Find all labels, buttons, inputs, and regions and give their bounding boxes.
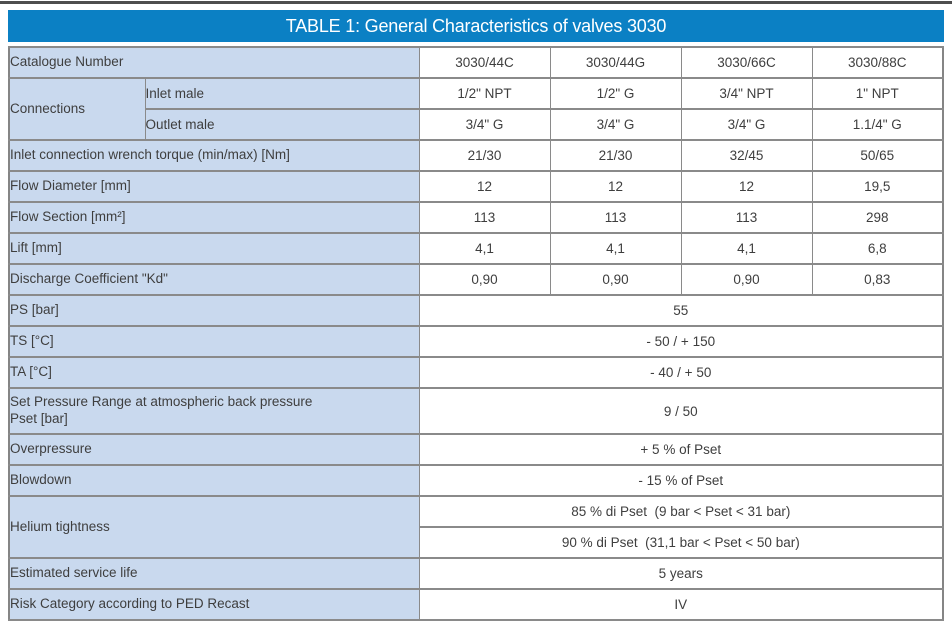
value-cell: 3/4" G	[680, 108, 813, 141]
value-cell: - 40 / + 50	[418, 356, 944, 389]
value-cell: - 50 / + 150	[418, 325, 944, 358]
row-label: Connections	[8, 77, 146, 141]
row-label: Inlet connection wrench torque (min/max)…	[8, 139, 420, 172]
value-cell: 50/65	[811, 139, 944, 172]
value-cell: IV	[418, 588, 944, 621]
value-cell: 298	[811, 201, 944, 234]
value-cell: - 15 % of Pset	[418, 464, 944, 497]
row-label: Risk Category according to PED Recast	[8, 588, 420, 621]
value-cell: 55	[418, 294, 944, 327]
characteristics-table: Catalogue Number 3030/44C 3030/44G 3030/66C…	[8, 46, 945, 621]
row-label: PS [bar]	[8, 294, 420, 327]
value-cell: 4,1	[549, 232, 682, 265]
value-cell: 3030/44C	[418, 46, 551, 79]
row-sublabel: Inlet male	[144, 77, 420, 110]
valve-spec-table: TABLE 1: General Characteristics of valv…	[8, 10, 945, 621]
value-cell: 1" NPT	[811, 77, 944, 110]
table-row: Estimated service life 5 years	[8, 557, 944, 590]
top-rule	[0, 1, 952, 4]
value-cell: 90 % di Pset (31,1 bar < Pset < 50 bar)	[418, 526, 944, 559]
row-label: Helium tightness	[8, 495, 420, 559]
table-row: Flow Section [mm²] 113 113 113 298	[8, 201, 944, 234]
value-cell: 3/4" G	[549, 108, 682, 141]
row-label: Lift [mm]	[8, 232, 420, 265]
value-cell: 1/2" NPT	[418, 77, 551, 110]
value-cell: 9 / 50	[418, 387, 944, 435]
value-cell: 32/45	[680, 139, 813, 172]
value-cell: 3030/66C	[680, 46, 813, 79]
row-label: Catalogue Number	[8, 46, 420, 79]
value-cell: 4,1	[418, 232, 551, 265]
row-label: TA [°C]	[8, 356, 420, 389]
table-row: Flow Diameter [mm] 12 12 12 19,5	[8, 170, 944, 203]
row-label: Discharge Coefficient "Kd"	[8, 263, 420, 296]
value-cell: 4,1	[680, 232, 813, 265]
row-label: Blowdown	[8, 464, 420, 497]
value-cell: 3030/88C	[811, 46, 944, 79]
value-cell: 113	[680, 201, 813, 234]
value-cell: 21/30	[418, 139, 551, 172]
value-cell: 21/30	[549, 139, 682, 172]
value-cell: 113	[418, 201, 551, 234]
value-cell: 12	[418, 170, 551, 203]
value-cell: 3/4" G	[418, 108, 551, 141]
row-label: Overpressure	[8, 433, 420, 466]
value-cell: 3030/44G	[549, 46, 682, 79]
value-cell: 12	[549, 170, 682, 203]
value-cell: 0,90	[418, 263, 551, 296]
row-label: TS [°C]	[8, 325, 420, 358]
value-cell: 113	[549, 201, 682, 234]
table-row: Connections Inlet male 1/2" NPT 1/2" G 3/4" …	[8, 77, 944, 141]
table-row: Helium tightness 85 % di Pset (9 bar < Ps…	[8, 495, 944, 559]
value-cell: 19,5	[811, 170, 944, 203]
table-row: Blowdown - 15 % of Pset	[8, 464, 944, 497]
value-cell: 5 years	[418, 557, 944, 590]
row-label: Flow Section [mm²]	[8, 201, 420, 234]
table-row: TA [°C] - 40 / + 50	[8, 356, 944, 389]
value-cell: 6,8	[811, 232, 944, 265]
value-cell: 3/4" NPT	[680, 77, 813, 110]
value-cell: 1.1/4" G	[811, 108, 944, 141]
table-row: Set Pressure Range at atmospheric back p…	[8, 387, 944, 435]
value-cell: 12	[680, 170, 813, 203]
table-row: Catalogue Number 3030/44C 3030/44G 3030/66C…	[8, 46, 944, 79]
value-cell: 0,90	[680, 263, 813, 296]
table-row: Risk Category according to PED Recast IV	[8, 588, 944, 621]
table-row: PS [bar] 55	[8, 294, 944, 327]
table-title: TABLE 1: General Characteristics of valv…	[8, 10, 944, 42]
row-sublabel: Outlet male	[144, 108, 420, 141]
table-row: Outlet male 3/4" G 3/4" G 3/4" G 1.1/4" G	[9, 108, 944, 141]
table-row: Lift [mm] 4,1 4,1 4,1 6,8	[8, 232, 944, 265]
table-row: TS [°C] - 50 / + 150	[8, 325, 944, 358]
value-cell: 85 % di Pset (9 bar < Pset < 31 bar)	[418, 495, 944, 528]
value-cell: 1/2" G	[549, 77, 682, 110]
value-cell: + 5 % of Pset	[418, 433, 944, 466]
row-label: Estimated service life	[8, 557, 420, 590]
value-cell: 0,90	[549, 263, 682, 296]
row-label: Flow Diameter [mm]	[8, 170, 420, 203]
table-row: Discharge Coefficient "Kd" 0,90 0,90 0,90 0,…	[8, 263, 944, 296]
table-body: Catalogue Number 3030/44C 3030/44G 3030/66C…	[8, 46, 945, 621]
table-row: 90 % di Pset (31,1 bar < Pset < 50 bar)	[9, 526, 944, 559]
table-row: Overpressure + 5 % of Pset	[8, 433, 944, 466]
value-cell: 0,83	[811, 263, 944, 296]
table-row: Inlet connection wrench torque (min/max)…	[8, 139, 944, 172]
row-label: Set Pressure Range at atmospheric back p…	[8, 387, 420, 435]
